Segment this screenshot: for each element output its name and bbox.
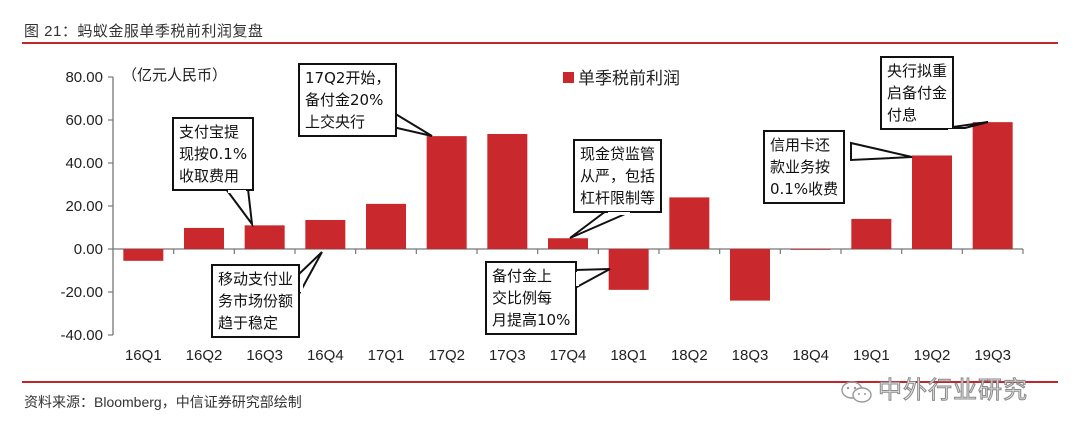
callout-joint xyxy=(228,190,246,193)
x-tick-label: 18Q2 xyxy=(671,347,708,364)
legend: 单季税前利润 xyxy=(563,64,680,89)
annotation-line: 付息 xyxy=(887,106,918,124)
x-tick-label: 18Q3 xyxy=(732,347,769,364)
callout-pointer xyxy=(224,188,254,228)
y-axis-labels: 80.00 60.00 40.00 20.00 0.00 -20.00 -40.00 xyxy=(60,69,103,344)
annotation-19Q2: 信用卡还款业务按 0.1%收费 xyxy=(763,130,846,204)
annotation-17Q2: 17Q2开始， 备付金20% 上交央行 xyxy=(298,63,398,137)
callout-joint xyxy=(948,129,963,132)
annotation-line: 收取费用 xyxy=(179,167,240,185)
annotation-line: 务市场份额 xyxy=(218,292,294,310)
x-tick-label: 19Q2 xyxy=(914,347,951,364)
x-tick-label: 17Q2 xyxy=(428,347,465,364)
annotation-16Q3: 支付宝提现按0.1% 收取费用 xyxy=(172,117,255,191)
callout-pointers xyxy=(224,105,989,295)
x-tick-label: 18Q4 xyxy=(792,347,829,364)
callout-pointer xyxy=(945,121,989,129)
annotation-line: 上交央行 xyxy=(305,113,366,131)
annotation-line: 备付金20% xyxy=(305,91,384,109)
annotation-line: 从严，包括 xyxy=(580,167,656,185)
annotation-line: 款业务按 xyxy=(770,158,831,176)
x-tick-label: 16Q4 xyxy=(307,347,344,364)
callout-joint xyxy=(852,145,855,158)
annotation-18Q1: 备付金上交比例每月提高10% xyxy=(485,261,578,335)
bar-18Q2 xyxy=(669,197,710,249)
callout-pointer xyxy=(569,210,633,239)
bar-17Q3 xyxy=(487,133,528,249)
annotation-line: 支付宝提 xyxy=(179,123,240,141)
x-tick-label: 17Q3 xyxy=(489,347,526,364)
annotation-19Q3: 央行拟重启备付金付息 xyxy=(880,56,955,130)
annotation-line: 趋于稳定 xyxy=(218,314,279,332)
bar-17Q1 xyxy=(366,203,406,249)
y-tick-label: 80.00 xyxy=(65,69,103,86)
bar-18Q3 xyxy=(730,249,770,301)
y-tick-label: -20.00 xyxy=(60,284,103,301)
title-rule xyxy=(22,42,1058,44)
bars xyxy=(123,122,1013,301)
annotation-line: 备付金上 xyxy=(492,267,553,285)
callout-pointer xyxy=(574,268,611,290)
x-tick-label: 18Q1 xyxy=(610,347,647,364)
annotation-line: 现金贷监管 xyxy=(580,145,656,163)
bar-18Q4 xyxy=(790,249,831,250)
source-note: 资料来源：Bloomberg，中信证券研究部绘制 xyxy=(24,394,302,410)
annotation-line: 信用卡还 xyxy=(770,136,831,154)
annotation-16Q4: 移动支付业务市场份额趋于稳定 xyxy=(211,264,301,338)
annotation-line: 0.1%收费 xyxy=(770,180,839,198)
bar-19Q3 xyxy=(972,122,1013,249)
watermark: 中外行业研究 xyxy=(840,370,1028,405)
x-tick-label: 19Q1 xyxy=(853,347,890,364)
y-tick-label: 20.00 xyxy=(65,198,103,215)
y-axis-unit-label: （亿元人民币） xyxy=(122,66,228,84)
watermark-text: 中外行业研究 xyxy=(878,377,1028,405)
x-tick-label: 17Q1 xyxy=(368,347,405,364)
legend-label: 单季税前利润 xyxy=(578,69,680,89)
callout-joint xyxy=(385,109,388,123)
x-tick-label: 17Q4 xyxy=(550,347,587,364)
callout-joint xyxy=(608,212,630,215)
x-tick-label: 16Q3 xyxy=(246,347,283,364)
annotation-line: 移动支付业 xyxy=(218,270,294,288)
bar-16Q1 xyxy=(123,249,164,261)
bar-17Q2 xyxy=(426,136,467,249)
y-tick-label: 60.00 xyxy=(65,112,103,129)
callout-joint xyxy=(576,272,579,286)
annotation-line: 交比例每 xyxy=(492,289,553,307)
figure-title: 图 21：蚂蚁金服单季税前利润复盘 xyxy=(24,23,264,40)
bar-19Q1 xyxy=(851,218,892,249)
callout-joint xyxy=(300,276,303,292)
annotation-line: 现按0.1% xyxy=(179,145,248,163)
callout-pointer xyxy=(850,141,913,162)
annotation-line: 央行拟重 xyxy=(887,62,948,80)
bar-17Q4 xyxy=(548,238,588,249)
bar-16Q2 xyxy=(184,227,224,249)
x-axis-labels: 16Q1 16Q2 16Q3 16Q4 17Q1 17Q2 17Q3 17Q4 18Q1 18Q2… xyxy=(125,347,1011,364)
legend-swatch xyxy=(563,72,574,83)
bar-16Q4 xyxy=(305,219,346,249)
y-tick-label: -40.00 xyxy=(60,327,103,344)
annotation-line: 杠杆限制等 xyxy=(580,189,656,207)
x-tick-label: 16Q2 xyxy=(186,347,223,364)
annotation-line: 17Q2开始， xyxy=(305,69,391,87)
wechat-icon xyxy=(841,380,872,403)
y-tick-label: 40.00 xyxy=(65,155,103,172)
bar-16Q3 xyxy=(244,225,285,249)
x-tick-label: 19Q3 xyxy=(974,347,1011,364)
bar-19Q2 xyxy=(912,155,952,249)
source-rule xyxy=(22,381,1058,383)
annotation-17Q4: 现金贷监管从严，包括杠杆限制等 xyxy=(573,139,663,213)
bar-18Q1 xyxy=(608,249,649,290)
annotation-line: 月提高10% xyxy=(492,311,571,329)
x-tick-label: 16Q1 xyxy=(125,347,162,364)
annotation-line: 启备付金 xyxy=(887,84,948,102)
y-tick-label: 0.00 xyxy=(74,241,103,258)
